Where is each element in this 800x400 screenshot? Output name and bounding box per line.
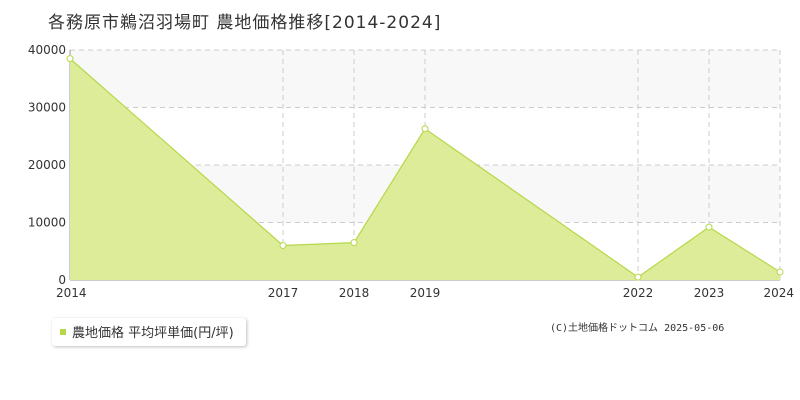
series-area — [70, 58, 780, 280]
data-point — [705, 223, 713, 231]
y-tick-label: 10000 — [28, 216, 66, 230]
y-tick-label: 20000 — [28, 158, 66, 172]
x-tick-label: 2019 — [410, 286, 441, 300]
data-point — [350, 239, 358, 247]
data-point — [66, 55, 74, 63]
legend-label: 農地価格 平均坪単価(円/坪) — [72, 326, 234, 341]
legend-swatch — [60, 328, 66, 335]
y-tick-label: 30000 — [28, 101, 66, 115]
copyright-text: (C)土地価格ドットコム 2025-05-06 — [550, 323, 725, 334]
x-tick-label: 2018 — [339, 286, 370, 300]
x-tick-label: 2024 — [763, 286, 794, 300]
y-tick-label: 40000 — [28, 43, 66, 57]
chart-title: 各務原市鵜沼羽場町 農地価格推移[2014-2024] — [48, 13, 442, 33]
x-tick-label: 2022 — [623, 286, 654, 300]
y-tick-label: 0 — [58, 273, 66, 287]
x-tick-label: 2014 — [56, 286, 87, 300]
data-point — [279, 242, 287, 249]
data-point — [421, 125, 429, 133]
data-point — [776, 268, 784, 276]
x-tick-label: 2023 — [694, 286, 725, 300]
data-point — [634, 273, 642, 281]
legend: 農地価格 平均坪単価(円/坪) — [52, 318, 246, 346]
x-tick-label: 2017 — [268, 286, 299, 300]
